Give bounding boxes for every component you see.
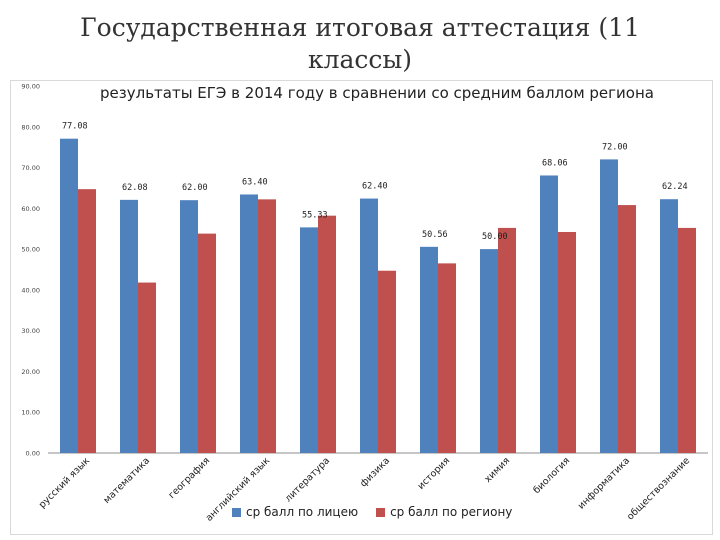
bar-school	[360, 198, 378, 453]
y-tick-label: 0.00	[26, 450, 40, 458]
chart-legend: ср балл по лицею ср балл по региону	[232, 505, 512, 519]
bar-school	[420, 246, 438, 453]
legend-label-school: ср балл по лицею	[246, 505, 359, 519]
data-label: 62.24	[662, 182, 688, 192]
y-tick-label: 10.00	[21, 409, 40, 417]
bar-school	[120, 199, 138, 453]
legend-item-region: ср балл по региону	[376, 505, 512, 519]
bar-region	[318, 215, 336, 453]
data-label: 62.08	[122, 183, 148, 193]
bar-region	[498, 227, 516, 453]
x-tick-label: обществознание	[625, 455, 692, 522]
data-label: 62.40	[362, 182, 388, 192]
slide-title-line-2: классы)	[307, 45, 413, 74]
bar-region	[138, 282, 156, 453]
bar-region	[378, 270, 396, 453]
y-tick-label: 50.00	[21, 246, 40, 254]
bar-region	[258, 199, 276, 453]
x-tick-label: русский язык	[37, 455, 92, 510]
slide-title-line-1: Государственная итоговая аттестация (11	[80, 13, 640, 42]
bar-school	[300, 227, 318, 453]
slide-title: Государственная итоговая аттестация (11 …	[60, 12, 660, 76]
bar-school	[540, 175, 558, 454]
y-tick-label: 30.00	[21, 327, 40, 335]
y-tick-label: 20.00	[21, 368, 40, 376]
bar-region	[438, 263, 456, 453]
data-label: 77.08	[62, 122, 88, 132]
bar-school	[180, 200, 198, 453]
legend-label-region: ср балл по региону	[390, 505, 513, 519]
data-label: 55.33	[302, 210, 328, 220]
x-tick-label: химия	[483, 455, 513, 485]
legend-item-school: ср балл по лицею	[232, 505, 358, 519]
x-tick-label: география	[167, 455, 213, 501]
bar-school	[480, 249, 498, 453]
data-label: 50.56	[422, 230, 448, 240]
y-tick-label: 90.00	[21, 83, 40, 91]
x-tick-label: информатика	[576, 455, 632, 511]
x-tick-label: литература	[283, 455, 332, 504]
legend-swatch-region	[376, 507, 386, 517]
x-tick-label: история	[416, 455, 453, 492]
data-label: 62.00	[182, 183, 208, 193]
bar-school	[660, 199, 678, 453]
x-tick-label: физика	[358, 455, 392, 489]
data-label: 63.40	[242, 177, 268, 187]
legend-swatch-school	[232, 507, 241, 517]
bar-region	[678, 227, 696, 453]
bar-school	[60, 138, 78, 454]
y-tick-label: 60.00	[21, 205, 40, 213]
y-tick-label: 70.00	[21, 164, 40, 172]
bar-school	[240, 194, 258, 454]
bar-region	[78, 189, 96, 453]
bar-school	[600, 159, 618, 453]
y-tick-label: 80.00	[21, 123, 40, 131]
data-label: 72.00	[602, 142, 628, 152]
data-label: 68.06	[542, 158, 568, 168]
bar-region	[558, 231, 576, 453]
bar-region	[198, 233, 216, 453]
data-label: 50.00	[482, 232, 508, 242]
y-tick-label: 40.00	[21, 286, 40, 294]
chart-title: результаты ЕГЭ в 2014 году в сравнении с…	[98, 84, 656, 102]
x-tick-label: биология	[531, 455, 572, 496]
bar-region	[618, 205, 636, 453]
chart-frame	[10, 80, 713, 535]
x-tick-label: математика	[101, 455, 152, 506]
